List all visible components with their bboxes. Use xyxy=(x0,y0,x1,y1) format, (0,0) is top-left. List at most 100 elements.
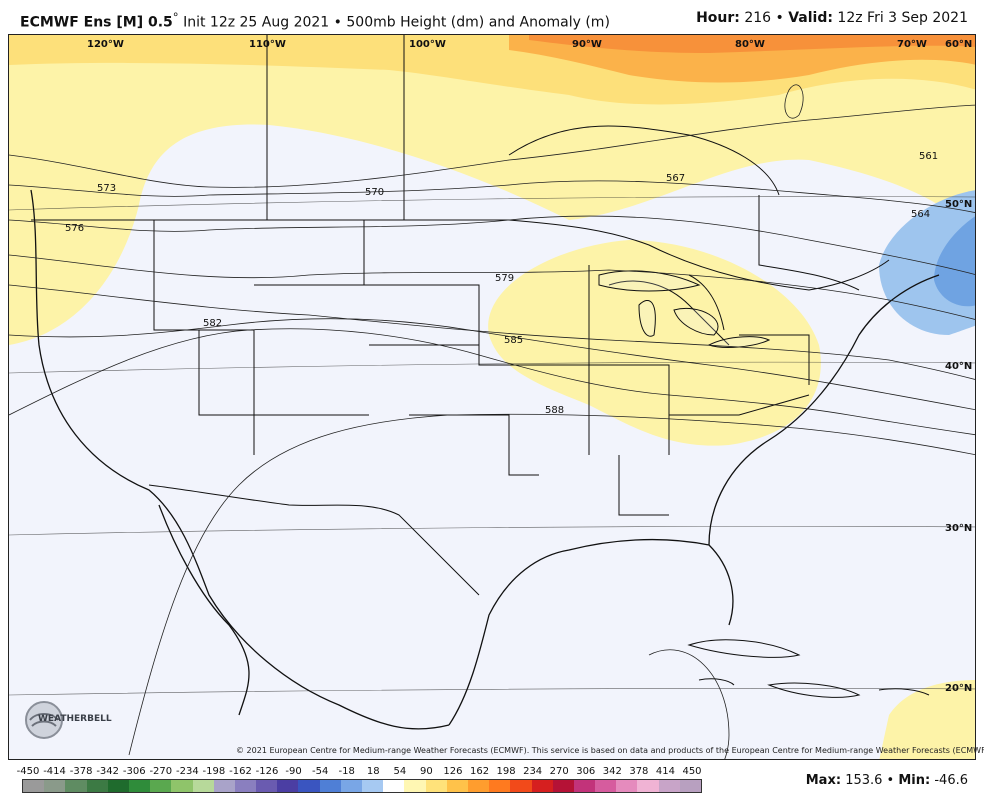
min-label: Min: xyxy=(898,773,931,788)
contour-loop xyxy=(648,84,804,759)
colorbar-tick-label: -126 xyxy=(255,766,279,777)
field-name: 500mb Height (dm) and Anomaly (m) xyxy=(346,14,610,31)
colorbar-swatch xyxy=(531,780,553,792)
lon-label-90w: 90°W xyxy=(572,39,602,50)
colorbar-tick-label: 162 xyxy=(469,766,490,777)
height-contours xyxy=(9,104,975,756)
lat-label-60n: 60°N xyxy=(945,39,973,50)
colorbar-tick-label: 270 xyxy=(549,766,569,777)
min-value: -46.6 xyxy=(934,773,968,788)
colorbar-swatch xyxy=(616,780,638,792)
colorbar-swatch xyxy=(362,780,384,792)
colorbar-swatch xyxy=(510,780,532,792)
colorbar-swatch xyxy=(298,780,320,792)
anomaly-positive-caribbean xyxy=(879,680,975,759)
init-time: Init 12z 25 Aug 2021 xyxy=(183,14,330,31)
colorbar xyxy=(22,779,702,793)
valid-info: Hour: 216 • Valid: 12z Fri 3 Sep 2021 xyxy=(696,10,968,26)
max-min-stats: Max: 153.6 • Min: -46.6 xyxy=(806,773,968,788)
colorbar-swatch xyxy=(86,780,108,792)
lon-label-100w: 100°W xyxy=(409,39,446,50)
colorbar-swatch xyxy=(404,780,426,792)
title: ECMWF Ens [M] 0.5° Init 12z 25 Aug 2021 … xyxy=(20,10,610,31)
lat-label-40n: 40°N xyxy=(945,361,973,372)
colorbar-swatch xyxy=(128,780,151,792)
logo-icon xyxy=(25,701,63,739)
contour-label: 561 xyxy=(919,151,939,162)
colorbar-swatch xyxy=(595,780,617,792)
colorbar-swatch xyxy=(552,780,574,792)
colorbar-swatch xyxy=(107,780,129,792)
lat-label-50n: 50°N xyxy=(945,199,973,210)
colorbar-tick-label: 450 xyxy=(682,766,702,777)
colorbar-tick-label: 414 xyxy=(655,766,675,777)
contour-label: 582 xyxy=(203,318,223,329)
colorbar-tick-label: 198 xyxy=(496,766,516,777)
lon-label-110w: 110°W xyxy=(249,39,286,50)
colorbar-swatch xyxy=(256,780,278,792)
colorbar-tick-label: 306 xyxy=(576,766,596,777)
colorbar-tick-label: -234 xyxy=(176,766,199,777)
colorbar-swatch xyxy=(467,780,490,792)
logo-text: WEATHERBELL xyxy=(38,714,112,724)
colorbar-tick-label: 342 xyxy=(602,766,622,777)
colorbar-tick-label: 90 xyxy=(420,766,433,777)
colorbar-swatch xyxy=(383,780,405,792)
coastlines xyxy=(30,189,940,730)
bullet-separator: • xyxy=(333,14,342,31)
colorbar-tick-label: -306 xyxy=(122,766,146,777)
islands xyxy=(687,639,930,698)
weatherbell-logo: WEATHERBELL xyxy=(22,698,112,742)
colorbar-tick-label: -162 xyxy=(229,766,252,777)
colorbar-tick-label: -414 xyxy=(43,766,66,777)
great-lakes xyxy=(598,270,771,348)
colorbar-tick-label: -54 xyxy=(311,766,329,777)
colorbar-swatch xyxy=(277,780,299,792)
anomaly-negative-deep xyxy=(934,216,975,307)
colorbar-tick-label: 54 xyxy=(393,766,407,777)
copyright-notice: © 2021 European Centre for Medium-range … xyxy=(236,746,984,755)
colorbar-swatch xyxy=(213,780,235,792)
colorbar-swatch xyxy=(23,780,45,792)
colorbar-swatch xyxy=(192,780,214,792)
contour-label: 564 xyxy=(911,209,931,220)
colorbar-swatch xyxy=(637,780,659,792)
contour-label: 588 xyxy=(545,405,565,416)
colorbar-swatch xyxy=(658,780,680,792)
contour-label: 573 xyxy=(97,183,117,194)
colorbar-swatch xyxy=(425,780,447,792)
colorbar-swatch xyxy=(489,780,511,792)
colorbar-tick-label: 234 xyxy=(523,766,543,777)
colorbar-tick-label: -270 xyxy=(149,766,173,777)
colorbar-tick-label: -450 xyxy=(16,766,40,777)
anomaly-positive-north xyxy=(9,35,975,345)
forecast-map[interactable]: 120°W 110°W 100°W 90°W 80°W 70°W 60°N 50… xyxy=(8,34,976,760)
lat-label-20n: 20°N xyxy=(945,683,973,694)
colorbar-tick-label: 378 xyxy=(629,766,649,777)
colorbar-tick-label: 18 xyxy=(366,766,380,777)
colorbar-swatch xyxy=(65,780,87,792)
lon-label-80w: 80°W xyxy=(735,39,765,50)
stats-separator: • xyxy=(886,773,895,788)
borders xyxy=(31,35,890,596)
valid-label: Valid: xyxy=(788,10,833,26)
max-label: Max: xyxy=(805,773,842,788)
colorbar-swatch xyxy=(573,780,596,792)
colorbar-tick-label: -18 xyxy=(338,766,355,777)
colorbar-tick-label: -342 xyxy=(96,766,120,777)
lon-label-120w: 120°W xyxy=(87,39,124,50)
colorbar-swatch xyxy=(340,780,362,792)
valid-value: 12z Fri 3 Sep 2021 xyxy=(837,10,968,26)
bullet-separator: • xyxy=(775,10,784,26)
graticule xyxy=(9,196,975,696)
colorbar-swatch xyxy=(234,780,257,792)
colorbar-tick-label: -90 xyxy=(285,766,302,777)
degree-symbol: ° xyxy=(172,10,179,24)
anomaly-positive-max xyxy=(529,35,975,53)
colorbar-labels: -450 -414 -378 -342 -306 -270 -234 -198 -162 -126… xyxy=(0,766,720,778)
colorbar-swatch xyxy=(679,780,701,792)
colorbar-swatch xyxy=(319,780,341,792)
max-value: 153.6 xyxy=(845,773,883,788)
hour-label: Hour: xyxy=(696,10,740,26)
contour-label: 570 xyxy=(365,187,385,198)
